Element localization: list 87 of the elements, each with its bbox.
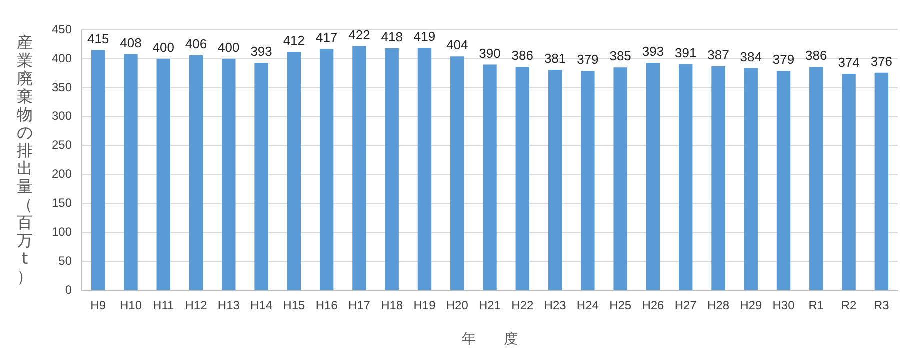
y-tick-label: 50 xyxy=(58,254,72,268)
bar xyxy=(678,64,693,290)
bar xyxy=(287,52,302,290)
data-label: 384 xyxy=(740,49,762,64)
data-label: 386 xyxy=(512,48,534,64)
x-tick-label: H28 xyxy=(707,298,730,312)
x-tick-label: R1 xyxy=(808,298,824,312)
bar xyxy=(418,48,432,290)
data-label: 412 xyxy=(283,33,306,48)
data-label: 419 xyxy=(414,29,436,44)
bar xyxy=(614,68,628,290)
data-label: 390 xyxy=(479,46,501,61)
data-label: 387 xyxy=(708,48,730,63)
y-tick-label: 450 xyxy=(52,22,72,36)
data-label: 379 xyxy=(577,52,599,68)
bar xyxy=(222,58,236,290)
bar xyxy=(254,63,268,290)
bar xyxy=(352,46,366,290)
x-tick-label: H14 xyxy=(250,298,273,312)
x-tick-label: H25 xyxy=(610,298,632,312)
x-tick-label: H30 xyxy=(772,298,796,312)
data-label: 417 xyxy=(316,30,338,46)
bar xyxy=(385,48,399,290)
data-label: 404 xyxy=(446,38,468,53)
bar xyxy=(450,56,464,290)
x-tick-label: H17 xyxy=(348,298,371,312)
x-tick-label: H16 xyxy=(316,298,338,312)
data-label: 408 xyxy=(120,35,142,50)
y-tick-label: 300 xyxy=(52,109,72,124)
data-label: 385 xyxy=(610,48,632,64)
data-label: 406 xyxy=(185,36,208,52)
x-tick-label: H11 xyxy=(153,298,175,312)
bar xyxy=(581,71,595,290)
x-tick-label: R2 xyxy=(841,298,858,312)
x-tick-label: H22 xyxy=(512,298,534,312)
bar xyxy=(842,74,856,290)
x-tick-label: H10 xyxy=(120,298,142,312)
data-label: 393 xyxy=(250,44,272,60)
x-tick-label: H29 xyxy=(740,298,762,312)
x-tick-label: H13 xyxy=(218,298,240,312)
bar xyxy=(810,67,824,290)
x-tick-label: H19 xyxy=(414,298,436,312)
x-tick-label: H24 xyxy=(576,298,600,312)
y-tick-label: 200 xyxy=(52,167,72,182)
x-tick-label: H18 xyxy=(381,298,404,312)
y-tick-label: 350 xyxy=(52,80,72,94)
x-tick-label: R3 xyxy=(874,298,890,312)
x-tick-label: H27 xyxy=(674,298,698,312)
bar xyxy=(189,56,204,290)
data-label: 415 xyxy=(87,31,110,46)
bar xyxy=(744,68,758,290)
data-label: 418 xyxy=(381,30,403,45)
bar xyxy=(776,71,791,290)
bar xyxy=(874,72,889,290)
bar xyxy=(124,54,138,290)
y-tick-label: 400 xyxy=(52,51,72,66)
data-label: 386 xyxy=(806,48,828,64)
bar xyxy=(712,66,726,290)
data-label: 400 xyxy=(152,40,174,56)
data-label: 374 xyxy=(838,55,860,70)
x-tick-label: H26 xyxy=(642,298,665,312)
bar xyxy=(483,64,497,290)
data-label: 379 xyxy=(772,52,795,68)
bar xyxy=(91,50,106,290)
text: 産業廃棄物の排出量（百万t） xyxy=(17,33,33,286)
y-tick-label: 100 xyxy=(52,225,72,240)
bar xyxy=(548,70,562,290)
data-label: 376 xyxy=(870,54,893,69)
y-tick-label: 0 xyxy=(65,283,72,298)
bar xyxy=(320,49,334,290)
bar xyxy=(646,63,660,290)
bar xyxy=(156,58,170,290)
data-label: 393 xyxy=(642,44,664,60)
x-axis-title: 年 度 xyxy=(462,330,518,346)
x-tick-label: H23 xyxy=(544,298,567,312)
x-tick-label: H12 xyxy=(185,298,208,312)
data-label: 400 xyxy=(218,40,240,56)
data-label: 381 xyxy=(544,51,566,66)
bar xyxy=(516,67,530,290)
x-tick-label: H20 xyxy=(446,298,469,312)
data-label: 391 xyxy=(674,45,697,60)
x-tick-label: H9 xyxy=(90,298,106,312)
x-tick-label: H15 xyxy=(283,298,306,312)
y-tick-label: 150 xyxy=(52,196,72,210)
y-tick-label: 250 xyxy=(52,138,72,152)
x-tick-label: H21 xyxy=(479,298,502,312)
data-label: 422 xyxy=(348,27,370,42)
